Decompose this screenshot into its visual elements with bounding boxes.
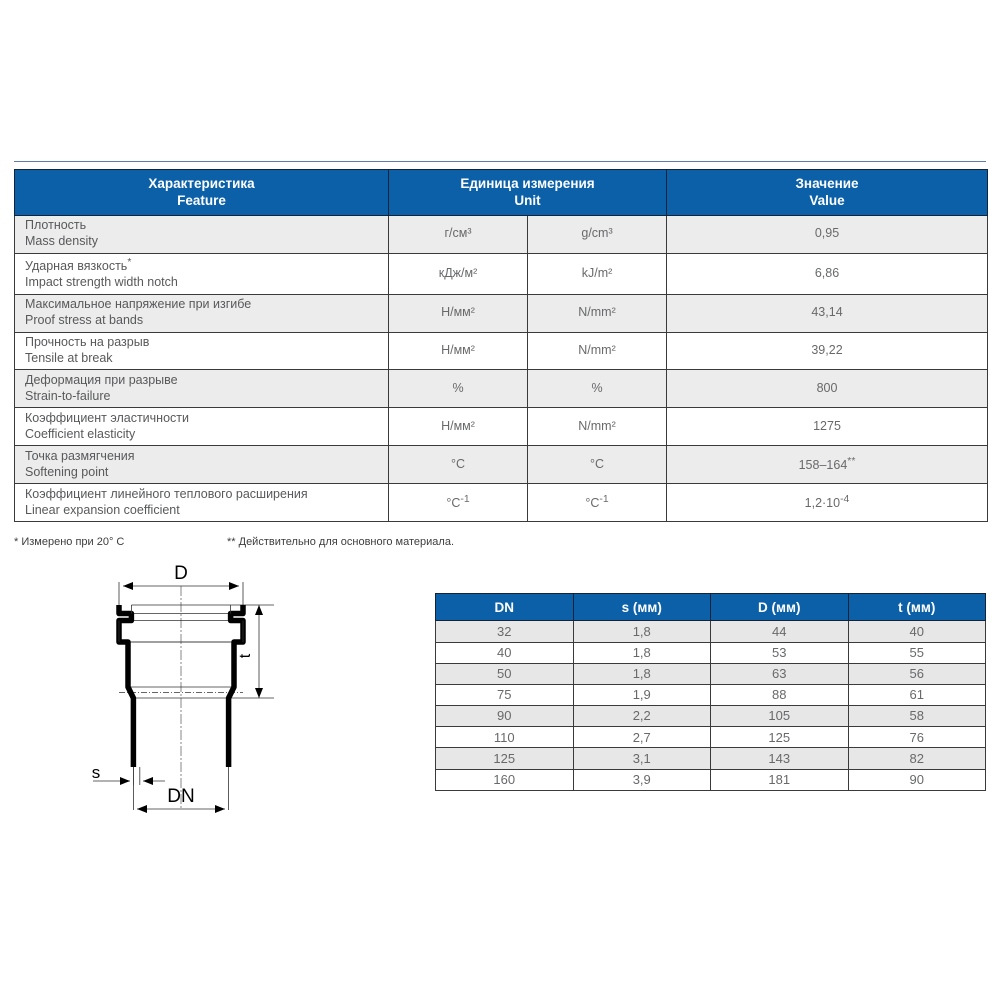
svg-text:D: D (174, 563, 188, 584)
svg-text:s: s (92, 763, 101, 782)
svg-text:DN: DN (167, 786, 194, 807)
svg-text:t: t (237, 653, 254, 658)
